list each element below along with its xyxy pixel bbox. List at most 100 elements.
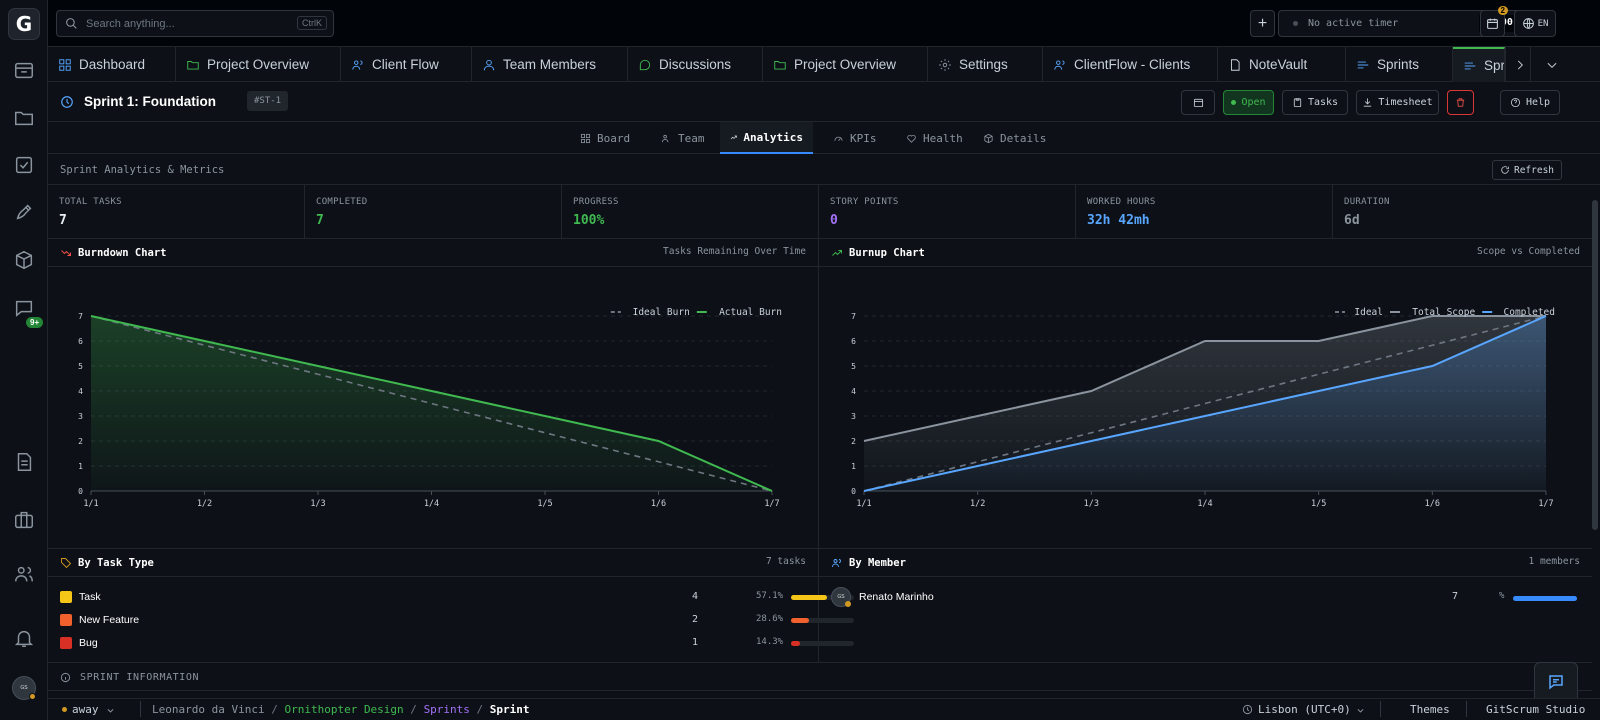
sprint-information-section[interactable]: SPRINT INFORMATION — [48, 663, 1592, 691]
studio-link[interactable]: GitScrum Studio — [1486, 703, 1586, 716]
app-logo[interactable]: G — [8, 8, 40, 40]
help-button[interactable]: Help — [1500, 90, 1560, 115]
subtab-health[interactable]: Health — [896, 122, 973, 154]
trend-icon — [730, 135, 737, 139]
x-tick-label: 1/6 — [651, 499, 666, 509]
tab-team-members[interactable]: Team Members — [472, 47, 628, 82]
themes-link[interactable]: Themes — [1410, 703, 1450, 716]
y-tick-label: 1 — [78, 462, 83, 471]
language-button[interactable]: EN — [1514, 10, 1556, 37]
tab-clientflow-clients[interactable]: ClientFlow - Clients — [1043, 47, 1218, 82]
stat-label: DURATION — [1344, 197, 1390, 207]
cube-icon[interactable] — [10, 246, 38, 274]
task-swatch — [60, 637, 72, 649]
task-swatch — [60, 614, 72, 626]
subtab-analytics[interactable]: Analytics — [720, 122, 813, 154]
tab-sprints[interactable]: Sprints — [1346, 47, 1453, 82]
subtab-details[interactable]: Details — [973, 122, 1056, 154]
subtab-board[interactable]: Board — [570, 122, 640, 154]
tasks-button[interactable]: Tasks — [1282, 90, 1348, 115]
timer-label: No active timer — [1308, 18, 1399, 29]
tab-scroll-right[interactable] — [1505, 47, 1531, 82]
briefcase-icon[interactable] — [10, 506, 38, 534]
task-type-percent: 14.3% — [756, 637, 784, 647]
y-tick-label: 0 — [851, 487, 856, 496]
member-task-count: 7 — [1452, 591, 1459, 602]
task-type-count-value: 4 — [692, 591, 699, 602]
timezone-selector[interactable]: Lisbon (UTC+0) — [1258, 703, 1351, 716]
task-type-bar-fill — [791, 595, 827, 600]
chevron-right-icon — [1517, 60, 1523, 69]
date-button[interactable] — [1181, 90, 1215, 115]
inbox-icon[interactable] — [10, 56, 38, 84]
breadcrumb-sprints[interactable]: Sprints — [423, 703, 470, 716]
delete-button[interactable] — [1447, 90, 1474, 115]
analytics-section-bar: Sprint Analytics & Metrics Refresh — [48, 154, 1600, 185]
content-scrollbar[interactable] — [1592, 200, 1598, 530]
task-type-name: Task — [79, 591, 101, 603]
tab-discussions[interactable]: Discussions — [628, 47, 763, 82]
tab-sprint-active[interactable]: Spr — [1453, 47, 1505, 82]
series-line-completed — [863, 315, 1547, 492]
search-box[interactable]: Search anything... CtrlK — [56, 10, 334, 37]
timesheet-button[interactable]: Timesheet — [1356, 90, 1439, 115]
tab-label: Spr — [1484, 58, 1505, 73]
users-icon — [352, 59, 363, 70]
refresh-button[interactable]: Refresh — [1492, 160, 1562, 180]
y-tick-label: 4 — [851, 387, 856, 396]
calendar-badge: 2 — [1497, 6, 1508, 15]
rocket-icon[interactable] — [10, 198, 38, 226]
tab-client-flow[interactable]: Client Flow — [341, 47, 472, 82]
plus-icon: + — [1257, 14, 1268, 32]
member-row: GS Renato Marinho 7 % — [831, 587, 1586, 609]
tab-settings[interactable]: Settings — [928, 47, 1043, 82]
task-type-count-value: 1 — [692, 637, 699, 648]
stat-completed: COMPLETED 7 — [305, 185, 562, 239]
tab-overflow-menu[interactable] — [1538, 47, 1568, 82]
bell-icon[interactable] — [10, 624, 38, 652]
breadcrumb-current: Sprint — [489, 703, 530, 716]
tab-notevault[interactable]: NoteVault — [1218, 47, 1346, 82]
status-open-button[interactable]: Open — [1223, 90, 1274, 115]
chat-icon — [639, 59, 651, 70]
calendar-icon — [1487, 18, 1498, 29]
task-type-count: 7 tasks — [765, 556, 806, 567]
folder-icon — [187, 60, 199, 70]
sprint-subtabs: Board Team Analytics KPIs Health Details — [48, 122, 1600, 154]
chat-icon[interactable] — [10, 294, 38, 322]
support-chat-button[interactable] — [1534, 662, 1578, 702]
clock-icon — [61, 96, 73, 108]
calendar-button[interactable]: 2 — [1480, 6, 1508, 37]
stat-worked-hours: WORKED HOURS 32h 42mh — [1076, 185, 1333, 239]
user-avatar[interactable]: GS — [12, 676, 36, 700]
burnup-chart: 0 1 2 3 4 5 6 7 1/1 1/2 1/3 1/4 1/5 1/6 1/7 Completed To… — [851, 307, 1555, 509]
tab-dashboard[interactable]: Dashboard — [48, 47, 176, 82]
breadcrumb-org[interactable]: Leonardo da Vinci — [152, 703, 265, 716]
user-icon — [483, 59, 495, 70]
document-icon[interactable] — [10, 448, 38, 476]
avatar-text: GS — [20, 685, 28, 691]
subtab-team[interactable]: Team — [651, 122, 715, 154]
breadcrumb-project[interactable]: Ornithopter Design — [284, 703, 404, 716]
board-icon — [580, 133, 591, 143]
cube-icon — [984, 133, 993, 143]
add-button[interactable]: + — [1250, 10, 1275, 37]
refresh-icon — [1501, 166, 1509, 174]
subtab-label: Health — [923, 131, 963, 145]
presence-dot — [845, 601, 851, 607]
checkbox-icon[interactable] — [10, 151, 38, 179]
folder-icon[interactable] — [10, 104, 38, 132]
task-type-row: New Feature 2 28.6% — [60, 613, 854, 627]
stat-value: 6d — [1344, 213, 1360, 228]
chat-badge: 9+ — [24, 315, 46, 330]
users-icon[interactable] — [10, 560, 38, 588]
tab-project-overview[interactable]: Project Overview — [176, 47, 341, 82]
presence-status[interactable]: away — [72, 703, 99, 716]
tab-label: Discussions — [659, 57, 732, 72]
subtab-label: Details — [1000, 131, 1047, 145]
subtab-label: Analytics — [743, 130, 803, 144]
subtab-kpis[interactable]: KPIs — [823, 122, 887, 154]
burnup-title: Burnup Chart — [849, 247, 925, 259]
tab-project-overview-2[interactable]: Project Overview — [763, 47, 928, 82]
stat-label: COMPLETED — [316, 197, 368, 207]
